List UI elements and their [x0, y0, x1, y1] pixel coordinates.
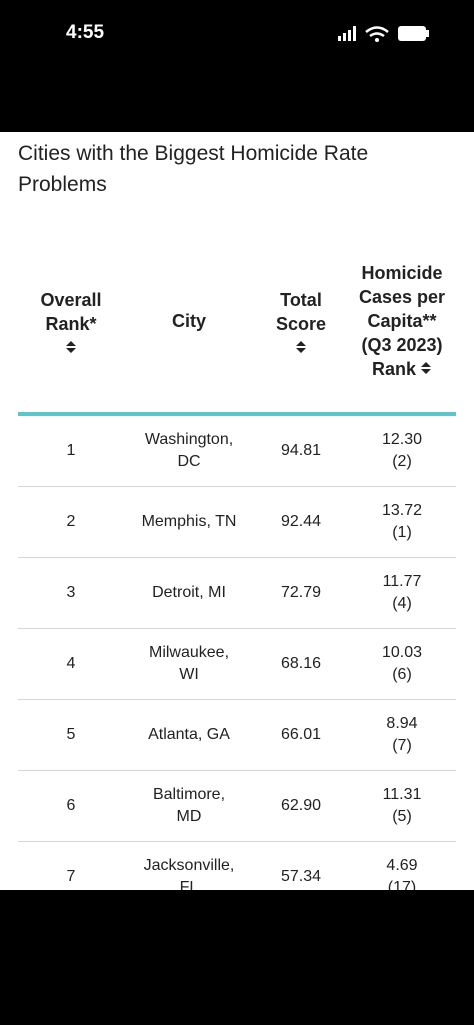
cell-text: 4 — [66, 655, 76, 672]
cell-text: 10.03 (6) — [381, 644, 423, 683]
cell-text: 72.79 — [280, 584, 322, 601]
table-cell: Baltimore, MD — [124, 770, 254, 842]
table-cell: 3 — [18, 557, 124, 629]
ranking-table: Overall Rank* City Total Score Homicide Cas… — [18, 230, 456, 890]
cell-text: 2 — [66, 513, 76, 530]
table-cell: 94.81 — [254, 414, 348, 487]
cell-text: Milwaukee, WI — [148, 644, 230, 683]
cell-text: Memphis, TN — [141, 513, 237, 530]
table-cell: 2 — [18, 486, 124, 558]
cell-text: Jacksonville, FL — [143, 857, 235, 890]
table-cell: 10.03 (6) — [348, 628, 456, 700]
cell-text: 5 — [66, 726, 76, 743]
table-cell: Memphis, TN — [124, 486, 254, 558]
status-icons — [338, 26, 429, 42]
cell-text: Detroit, MI — [152, 584, 226, 601]
table-cell: 62.90 — [254, 770, 348, 842]
status-bar: 4:55 — [0, 0, 474, 132]
cell-text: 68.16 — [280, 655, 322, 672]
table-row: 7 Jacksonville, FL 57.34 4.69 (17) — [18, 841, 456, 890]
column-header[interactable]: Overall Rank* — [18, 230, 124, 416]
table-cell: 4.69 (17) — [348, 841, 456, 890]
cell-text: 11.31 (5) — [382, 786, 422, 825]
cell-text: 7 — [66, 868, 76, 885]
cell-text: 8.94 (7) — [386, 715, 418, 754]
cell-text: Baltimore, MD — [152, 786, 226, 825]
column-header[interactable]: Homicide Cases per Capita** (Q3 2023) Ra… — [348, 230, 456, 416]
table-row: 1 Washington, DC 94.81 12.30 (2) — [18, 414, 456, 487]
table-cell: 6 — [18, 770, 124, 842]
table-cell: 66.01 — [254, 699, 348, 771]
table-cell: 72.79 — [254, 557, 348, 629]
table-cell: Jacksonville, FL — [124, 841, 254, 890]
header-label: Overall Rank* — [40, 290, 102, 334]
cell-text: 4.69 (17) — [386, 857, 418, 890]
header-label: Homicide Cases per Capita** (Q3 2023) Ra… — [358, 263, 446, 379]
table-cell: 11.31 (5) — [348, 770, 456, 842]
page-title: Cities with the Biggest Homicide Rate Pr… — [18, 142, 369, 196]
cell-text: 11.77 (4) — [382, 573, 422, 612]
table-cell: Washington, DC — [124, 414, 254, 487]
table-cell: Milwaukee, WI — [124, 628, 254, 700]
table-cell: 7 — [18, 841, 124, 890]
sort-icon[interactable] — [295, 340, 307, 354]
table-row: 6 Baltimore, MD 62.90 11.31 (5) — [18, 770, 456, 842]
cell-text: 6 — [66, 797, 76, 814]
table-cell: 57.34 — [254, 841, 348, 890]
column-header[interactable]: Total Score — [254, 230, 348, 416]
cell-text: 62.90 — [280, 797, 322, 814]
cell-text: 66.01 — [280, 726, 322, 743]
table-cell: 12.30 (2) — [348, 414, 456, 487]
cell-text: 57.34 — [280, 868, 322, 885]
page: Cities with the Biggest Homicide Rate Pr… — [0, 132, 474, 890]
table-cell: Atlanta, GA — [124, 699, 254, 771]
clock: 4:55 — [66, 22, 105, 43]
cell-text: 13.72 (1) — [381, 502, 423, 541]
cell-text: 12.30 (2) — [381, 431, 423, 470]
cell-text: 3 — [66, 584, 76, 601]
table-cell: 5 — [18, 699, 124, 771]
table-row: 2 Memphis, TN 92.44 13.72 (1) — [18, 486, 456, 558]
table-cell: 1 — [18, 414, 124, 487]
table-cell: 11.77 (4) — [348, 557, 456, 629]
cell-text: 92.44 — [280, 513, 322, 530]
cell-text: Washington, DC — [144, 431, 234, 470]
table-row: 4 Milwaukee, WI 68.16 10.03 (6) — [18, 628, 456, 700]
column-header: City — [124, 230, 254, 416]
sort-icon[interactable] — [420, 361, 432, 375]
table-cell: 92.44 — [254, 486, 348, 558]
table-cell: 8.94 (7) — [348, 699, 456, 771]
header-label: City — [171, 311, 206, 331]
table-row: 5 Atlanta, GA 66.01 8.94 (7) — [18, 699, 456, 771]
table-cell: 68.16 — [254, 628, 348, 700]
header-label: Total Score — [275, 290, 327, 334]
bottom-bar — [0, 890, 474, 1025]
sort-icon[interactable] — [65, 340, 77, 354]
cell-text: 94.81 — [280, 442, 322, 459]
table-cell: 4 — [18, 628, 124, 700]
cell-text: Atlanta, GA — [148, 726, 230, 743]
header-row: Overall Rank* City Total Score Homicide Cas… — [18, 230, 456, 416]
table-cell: 13.72 (1) — [348, 486, 456, 558]
table-cell: Detroit, MI — [124, 557, 254, 629]
cell-text: 1 — [66, 442, 76, 459]
table-row: 3 Detroit, MI 72.79 11.77 (4) — [18, 557, 456, 629]
